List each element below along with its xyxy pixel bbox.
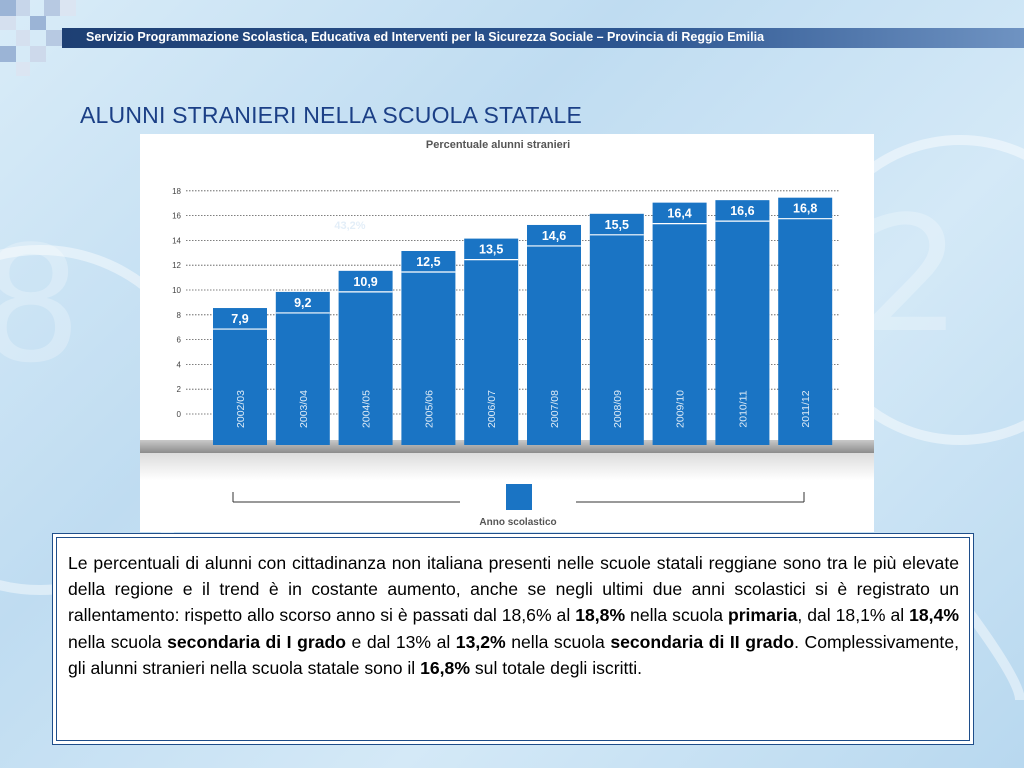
x-tick-label: 2004/05	[361, 390, 373, 428]
desc-text-7: . Complessivamente, gli alunni stranieri…	[68, 631, 959, 678]
bar-value-label: 15,5	[605, 218, 629, 232]
desc-text-6: nella scuola	[505, 631, 611, 652]
header-bar	[62, 28, 1024, 48]
bar	[338, 270, 393, 445]
bar-value-label: 7,9	[231, 312, 248, 326]
x-tick-label: 2008/09	[612, 390, 624, 428]
x-tick-label: 2003/04	[298, 390, 310, 428]
bar	[401, 251, 456, 445]
desc-text-2: nella scuola	[625, 605, 728, 626]
bar-value-label: 10,9	[353, 275, 377, 289]
y-tick-label: 14	[172, 236, 181, 245]
x-tick-label: 2011/12	[800, 390, 812, 427]
bar	[715, 200, 770, 445]
y-tick-label: 16	[172, 212, 181, 221]
slide-title: ALUNNI STRANIERI NELLA SCUOLA STATALE	[80, 102, 583, 128]
svg-text:2: 2	[860, 181, 962, 368]
desc-text-4: nella scuola	[68, 631, 168, 652]
y-tick-label: 6	[177, 336, 182, 345]
y-tick-label: 10	[172, 286, 181, 295]
desc-bold-5: 13,2%	[455, 631, 506, 652]
bar-value-label: 16,8	[793, 202, 817, 216]
y-tick-label: 0	[177, 410, 182, 419]
description-box-inner: Le percentuali di alunni con cittadinanz…	[56, 537, 970, 741]
bar-value-label: 13,5	[479, 243, 503, 257]
x-tick-label: 2007/08	[549, 390, 561, 428]
chart-panel: 0 2 4 6 8 10 12 14 16 18 7,9 2002/03 9,2 2003/04 10,9…	[140, 134, 874, 532]
x-axis-label: Anno scolastico	[479, 517, 556, 528]
desc-bold-4: secondaria di I grado	[167, 631, 346, 652]
bar-value-label: 9,2	[294, 296, 311, 310]
y-tick-label: 8	[177, 311, 182, 320]
bar	[275, 291, 330, 445]
chart-title: Percentuale alunni stranieri	[426, 139, 570, 151]
desc-bold-7: 16,8%	[420, 657, 470, 678]
x-tick-label: 2005/06	[423, 390, 435, 428]
y-tick-label: 18	[172, 187, 181, 196]
desc-text-1: Le percentuali di alunni con cittadinanz…	[68, 553, 959, 626]
svg-text:8: 8	[0, 211, 82, 398]
x-tick-label: 2002/03	[235, 390, 247, 428]
x-tick-label: 2006/07	[486, 390, 498, 428]
legend-swatch	[506, 484, 532, 510]
ghost-annotation: 43,2%	[334, 220, 365, 232]
chart-shelf-shadow	[140, 450, 874, 480]
y-tick-label: 4	[177, 360, 182, 369]
description-box: Le percentuali di alunni con cittadinanz…	[52, 533, 974, 745]
desc-bold-3: 18,4%	[909, 605, 959, 626]
desc-text-3: , dal 18,1% al	[797, 605, 910, 626]
y-tick-label: 2	[177, 385, 182, 394]
desc-bold-2: primaria	[727, 605, 798, 626]
x-tick-label: 2010/11	[737, 390, 749, 427]
desc-text-8: sul totale degli iscritti.	[469, 657, 643, 678]
description-paragraph: Le percentuali di alunni con cittadinanz…	[68, 550, 959, 681]
x-tick-label: 2009/10	[675, 390, 687, 428]
header-text: Servizio Programmazione Scolastica, Educ…	[86, 30, 765, 44]
desc-text-5: e dal 13% al	[345, 631, 456, 652]
desc-bold-6: secondaria di II grado	[610, 631, 795, 652]
bar-value-label: 14,6	[542, 229, 566, 243]
bar-value-label: 16,4	[667, 207, 691, 221]
y-tick-label: 12	[172, 261, 181, 270]
bar	[464, 238, 519, 445]
desc-bold-1: 18,8%	[575, 605, 626, 626]
bar-chart: 0 2 4 6 8 10 12 14 16 18 7,9 2002/03 9,2 2003/04 10,9…	[140, 139, 874, 528]
bar-value-label: 12,5	[416, 255, 440, 269]
bar	[778, 197, 833, 445]
bar	[527, 224, 581, 445]
bar	[652, 202, 707, 445]
bar	[589, 213, 644, 445]
bar	[213, 308, 267, 445]
bar-value-label: 16,6	[730, 204, 754, 218]
